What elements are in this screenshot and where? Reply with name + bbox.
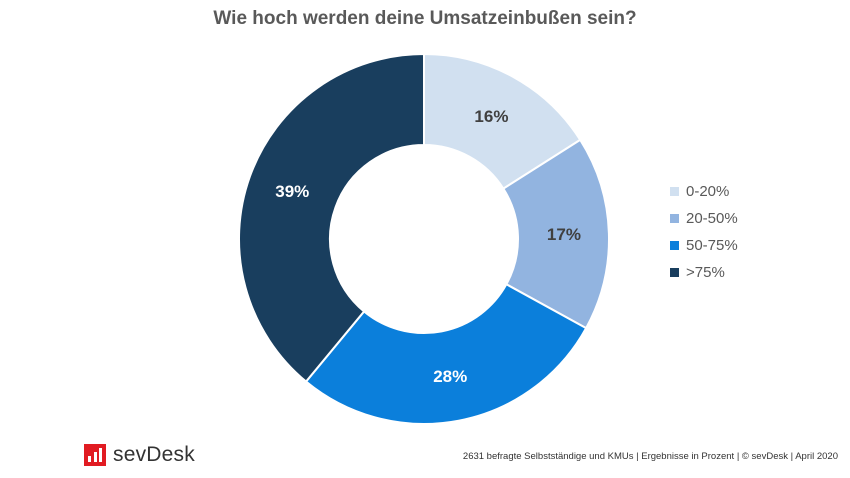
legend-swatch <box>670 241 679 250</box>
legend-label: 0-20% <box>686 183 730 200</box>
legend-swatch <box>670 187 679 196</box>
donut-slice-0 <box>423 52 582 191</box>
slice-label-0: 16% <box>474 107 508 126</box>
legend-item-20-50: 20-50% <box>670 205 738 232</box>
chart-legend: 0-20% 20-50% 50-75% >75% <box>670 178 738 286</box>
slice-label-1: 17% <box>547 225 581 244</box>
footnote: 2631 befragte Selbstständige und KMUs | … <box>462 451 838 462</box>
donut-slice-3 <box>238 52 425 383</box>
legend-item-0-20: 0-20% <box>670 178 738 205</box>
donut-slices <box>238 52 610 425</box>
slice-label-3: 39% <box>275 182 309 201</box>
legend-item-50-75: 50-75% <box>670 232 738 259</box>
legend-label: 50-75% <box>686 237 738 254</box>
legend-swatch <box>670 214 679 223</box>
legend-swatch <box>670 268 679 277</box>
slice-labels: 16% 17% 28% 39% <box>275 107 581 386</box>
sevdesk-logo: sevDesk <box>84 443 195 467</box>
legend-item-over-75: >75% <box>670 259 738 286</box>
donut-slice-2 <box>304 282 588 425</box>
legend-label: 20-50% <box>686 210 738 227</box>
donut-slice-1 <box>501 138 610 330</box>
slice-label-2: 28% <box>433 367 467 386</box>
sevdesk-logo-icon <box>84 444 106 466</box>
chart-title: Wie hoch werden deine Umsatzeinbußen sei… <box>213 8 637 29</box>
brand-name: sevDesk <box>113 443 195 466</box>
legend-label: >75% <box>686 264 725 281</box>
